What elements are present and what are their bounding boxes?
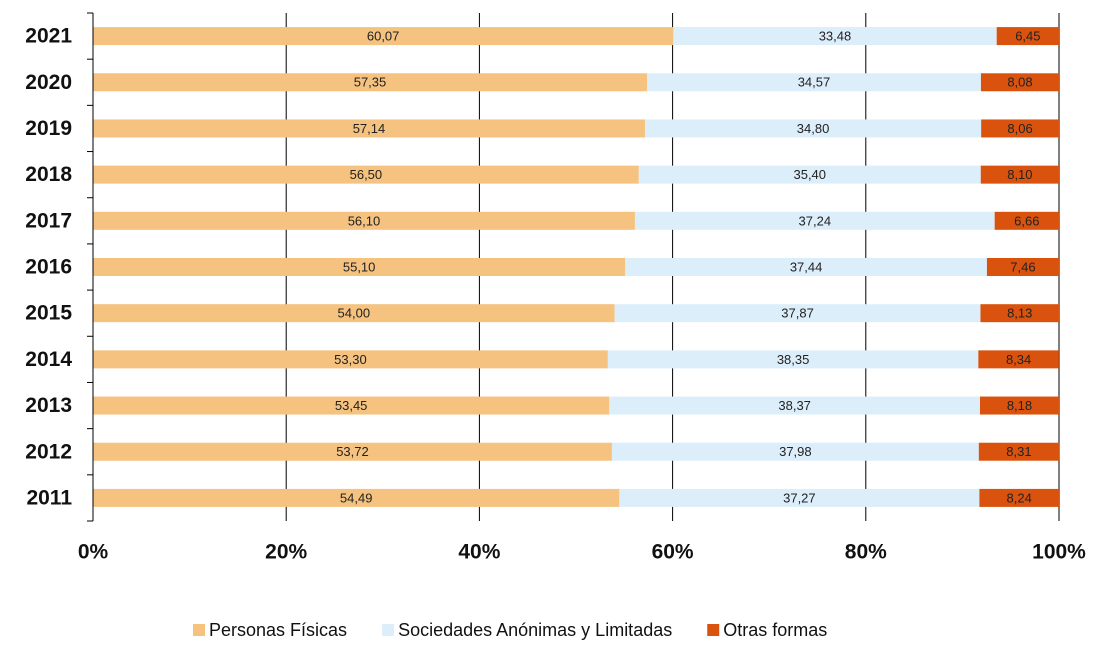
legend-label: Sociedades Anónimas y Limitadas (398, 620, 672, 640)
value-label: 35,40 (793, 167, 826, 182)
bar-segment (980, 73, 1059, 92)
bar-segment (647, 73, 981, 92)
value-label: 57,35 (354, 75, 387, 90)
legend-label: Personas Físicas (209, 620, 347, 640)
y-tick-label: 2012 (25, 440, 72, 463)
y-tick-label: 2019 (25, 117, 72, 140)
bar-segment (644, 119, 982, 138)
legend-label: Otras formas (723, 620, 827, 640)
value-label: 7,46 (1010, 259, 1035, 274)
bar-segment (607, 350, 979, 369)
bar-segment (93, 165, 639, 184)
x-tick-label: 80% (845, 541, 887, 564)
y-tick-label: 2014 (25, 348, 72, 371)
bar-segment (980, 165, 1059, 184)
value-label: 57,14 (353, 121, 386, 136)
value-label: 34,80 (797, 121, 830, 136)
value-label: 38,37 (778, 398, 811, 413)
bar-segment (978, 442, 1060, 461)
bar-segment (986, 258, 1059, 276)
bar-segment (625, 258, 987, 276)
bar-segment (93, 119, 645, 138)
bar-segment (673, 27, 997, 46)
y-tick-label: 2018 (25, 163, 72, 186)
x-tick-label: 20% (265, 541, 307, 564)
value-label: 8,08 (1007, 75, 1032, 90)
value-label: 60,07 (367, 29, 400, 44)
y-tick-label: 2016 (25, 256, 72, 279)
value-label: 38,35 (777, 352, 810, 367)
bar-segment (611, 442, 979, 461)
value-label: 8,18 (1007, 398, 1032, 413)
x-tick-label: 40% (458, 541, 500, 564)
y-tick-label: 2011 (26, 486, 72, 509)
value-label: 37,44 (790, 259, 823, 274)
x-tick-label: 0% (78, 541, 109, 564)
bar-segment (93, 211, 635, 230)
bar-segment (93, 27, 674, 46)
value-label: 54,00 (338, 306, 371, 321)
bar-segment (979, 396, 1059, 415)
x-tick-label: 100% (1032, 541, 1086, 564)
bar-segment (93, 442, 612, 461)
y-tick-label: 2020 (25, 71, 72, 94)
y-tick-label: 2013 (25, 394, 72, 417)
bar-segment (93, 304, 615, 323)
y-tick-label: 2017 (25, 209, 72, 232)
legend-swatch (707, 624, 720, 636)
bar-segment (638, 165, 981, 184)
x-tick-label: 60% (652, 541, 694, 564)
bar-segment (981, 119, 1059, 138)
value-label: 53,45 (335, 398, 368, 413)
bar-segment (979, 488, 1059, 507)
value-label: 37,24 (799, 213, 832, 228)
bar-segment (996, 27, 1059, 46)
bar-segment (980, 304, 1059, 323)
bar-segment (619, 488, 980, 507)
value-label: 56,50 (350, 167, 383, 182)
bar-segment (978, 350, 1059, 369)
value-label: 6,66 (1014, 213, 1039, 228)
bar-segment (93, 488, 620, 507)
value-label: 53,30 (334, 352, 367, 367)
value-label: 54,49 (340, 490, 373, 505)
value-label: 33,48 (819, 29, 852, 44)
value-label: 34,57 (798, 75, 831, 90)
y-tick-label: 2021 (25, 25, 72, 48)
bar-segment (609, 396, 980, 415)
value-label: 37,87 (781, 306, 814, 321)
value-label: 8,34 (1006, 352, 1031, 367)
y-tick-label: 2015 (25, 302, 72, 325)
value-label: 37,27 (783, 490, 816, 505)
legend-swatch (193, 624, 205, 636)
value-label: 8,10 (1007, 167, 1032, 182)
legend-swatch (382, 624, 395, 636)
value-label: 55,10 (343, 259, 376, 274)
bar-segment (614, 304, 981, 323)
value-label: 53,72 (336, 444, 369, 459)
value-label: 6,45 (1015, 29, 1040, 44)
value-label: 8,06 (1007, 121, 1032, 136)
value-label: 8,24 (1007, 490, 1032, 505)
bar-segment (93, 350, 608, 369)
value-label: 8,31 (1006, 444, 1031, 459)
value-label: 56,10 (348, 213, 381, 228)
value-label: 37,98 (779, 444, 812, 459)
bar-segment (634, 211, 995, 230)
bar-segment (93, 258, 626, 276)
bar-segment (994, 211, 1059, 230)
bar-segment (93, 73, 648, 92)
value-label: 8,13 (1007, 306, 1032, 321)
bar-segment (93, 396, 610, 415)
